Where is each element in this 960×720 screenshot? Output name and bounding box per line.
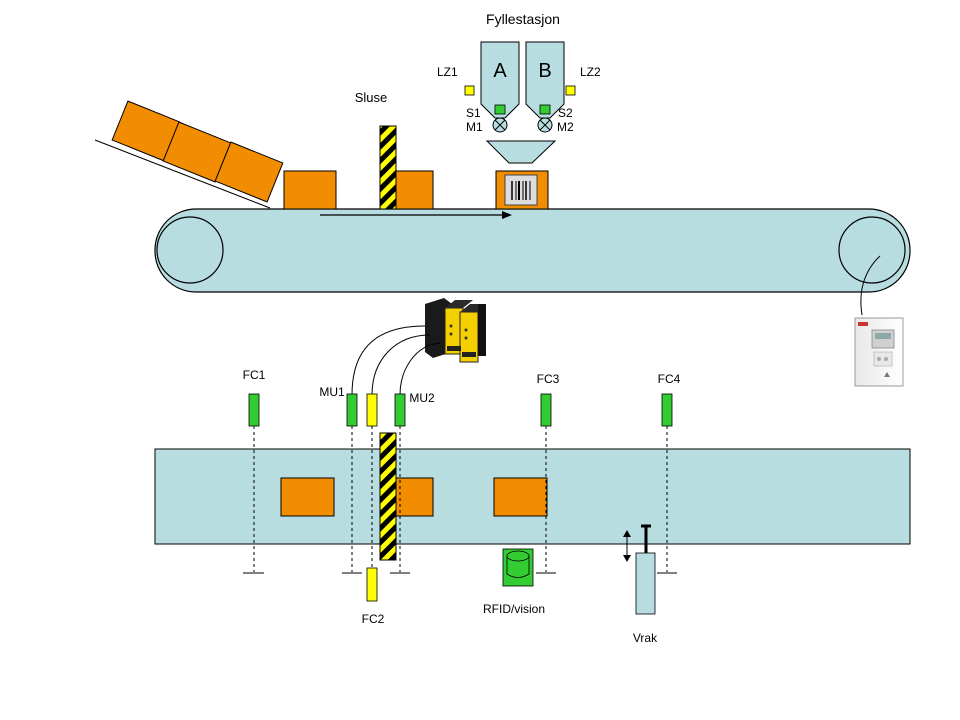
vrak-label: Vrak [633,631,658,645]
m2-label: M2 [557,120,574,134]
level-sensor-lz2 [565,85,576,96]
conveyor-belt-side [154,208,911,293]
infeed-chute-line [94,139,271,209]
hopper-b [525,41,565,119]
frequency-drive-icon [854,317,904,387]
sensor-fc3 [540,393,552,427]
sensor-fc2-emitter [366,393,378,427]
cable-mu1 [351,325,426,396]
barcode-icon [504,174,538,206]
fc4-label: FC4 [658,372,681,386]
belt-pulley-left [156,216,224,284]
infeed-boxes [111,100,284,203]
sensor-fc4 [661,393,673,427]
fc2-label: FC2 [362,612,385,626]
sensor-fc2-receiver [366,567,378,602]
lz2-label: LZ2 [580,65,601,79]
fc3-label: FC3 [537,372,560,386]
sensor-mu1 [346,393,358,427]
mu2-label: MU2 [409,391,435,405]
belt-pulley-right [838,216,906,284]
box [493,477,548,517]
s1-label: S1 [466,106,481,120]
box [214,141,284,203]
s2-label: S2 [558,106,573,120]
sensor-mu2 [394,393,406,427]
rfid-vision-icon [502,548,534,587]
filling-station-title: Fyllestasjon [486,11,560,27]
box [395,170,434,210]
m1-label: M1 [466,120,483,134]
box [395,477,434,517]
mu1-label: MU1 [319,385,345,399]
sensor-s2 [539,104,551,115]
valve-m1-icon [492,117,508,133]
sluse-gate [379,125,397,210]
valve-m2-icon [537,117,553,133]
sluse-gate-top-view [379,432,397,561]
motor-cable [860,255,881,316]
hopper-a-label: A [493,60,507,82]
hopper-a [480,41,520,119]
sensor-s1 [494,104,506,115]
up-down-arrow-icon [623,530,631,562]
level-sensor-lz1 [464,85,475,96]
hopper-b-label: B [538,60,551,82]
sensor-fc1 [248,393,260,427]
sensor-beams [253,426,668,572]
sluse-label: Sluse [355,90,388,105]
reject-pusher [635,524,656,615]
lz1-label: LZ1 [437,65,458,79]
cable-mu2 [399,342,441,396]
fc1-label: FC1 [243,368,266,382]
rfid-label: RFID/vision [483,602,545,616]
cable-fc2 [371,334,431,396]
box [283,170,337,210]
filling-funnel [485,140,557,164]
box [280,477,335,517]
safety-relay-icon [425,298,486,363]
direction-arrow [320,211,512,219]
